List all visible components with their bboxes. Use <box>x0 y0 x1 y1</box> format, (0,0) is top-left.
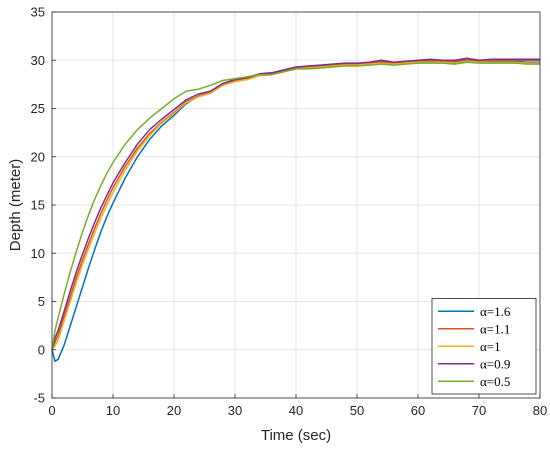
y-axis-label: Depth (meter) <box>7 159 24 252</box>
x-tick-label: 10 <box>106 403 120 418</box>
y-tick-label: 25 <box>31 101 45 116</box>
y-tick-label: 20 <box>31 149 45 164</box>
series-line <box>51 60 540 351</box>
x-tick-label: 40 <box>289 403 303 418</box>
series-line <box>51 57 540 350</box>
x-tick-label: 70 <box>472 403 486 418</box>
y-tick-label: 10 <box>31 246 45 261</box>
x-tick-label: 30 <box>228 403 242 418</box>
y-tick-label: -5 <box>33 391 45 406</box>
y-tick-label: 30 <box>31 53 45 68</box>
series-group <box>51 57 540 363</box>
legend-label: α=0.5 <box>480 374 510 389</box>
x-tick-label: 20 <box>167 403 181 418</box>
legend-label: α=1.1 <box>480 321 510 336</box>
x-tick-label: 60 <box>411 403 425 418</box>
legend-label: α=1 <box>480 339 501 354</box>
legend: α=1.6 α=1.1 α=1 α=0.9 α=0.5 <box>431 298 537 395</box>
x-axis-label: Time (sec) <box>261 427 331 444</box>
x-tick-label: 50 <box>350 403 364 418</box>
x-tick-label: 80 <box>533 403 547 418</box>
y-tick-label: 5 <box>38 294 45 309</box>
x-tick-label: 0 <box>48 403 55 418</box>
legend-label: α=0.9 <box>480 356 510 371</box>
series-line <box>51 61 540 350</box>
y-tick-label: 35 <box>31 5 45 20</box>
legend-label: α=1.6 <box>480 304 511 319</box>
y-tick-label: 0 <box>38 342 45 357</box>
y-tick-label: 15 <box>31 198 45 213</box>
